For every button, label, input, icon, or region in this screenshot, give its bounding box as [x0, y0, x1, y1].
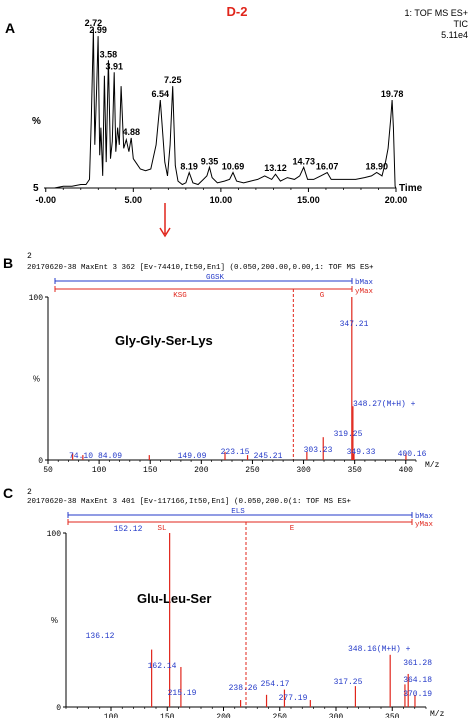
panel-a-title: D-2	[227, 4, 248, 19]
spectrum-peak-label: 215.19	[168, 689, 197, 698]
spectrum-peak-label: 74.10	[69, 452, 93, 461]
spectrum-peak-label: 347.21	[340, 320, 369, 329]
spectrum-peak-label: 277.19	[279, 694, 308, 703]
y-ion-mid-residue: E	[290, 525, 295, 533]
spectrum-peak-label: 400.16	[398, 450, 427, 459]
y-ion-max-label: yMax	[355, 288, 374, 296]
panel-b-annotation: Gly-Gly-Ser-Lys	[115, 333, 213, 348]
panel-a-letter: A	[5, 20, 15, 36]
y-tick-label: 100	[47, 530, 62, 539]
spectrum-peak-label: 348.27(M+H) +	[353, 400, 416, 409]
panel-a-peak-label: 14.73	[292, 156, 315, 166]
spectrum-peak-label: 370.19	[403, 690, 432, 699]
panel-a-peak-label: 3.91	[105, 61, 123, 71]
x-tick-label: 150	[143, 466, 158, 475]
y-ion-sequence: KSG	[173, 292, 187, 300]
panel-a-peak-label: 9.35	[201, 156, 219, 166]
y-tick-label: 100	[29, 294, 44, 303]
panel-a-peak-label: 16.07	[316, 161, 339, 171]
panel-c-header-line1: 2	[27, 488, 32, 497]
panel-a-peak-label: 8.19	[180, 161, 198, 171]
x-tick-label: 200	[194, 466, 209, 475]
x-tick-label: 250	[245, 466, 260, 475]
panel-a-x-tick-label: 5.00	[125, 195, 143, 205]
spectrum-peak-label: 254.17	[261, 680, 290, 689]
panel-a-peak-label: 19.78	[381, 89, 404, 99]
x-tick-label: 100	[92, 466, 107, 475]
x-tick-label: 350	[385, 713, 400, 718]
y-ion-sequence: SL	[157, 525, 167, 533]
spectrum-peak-label: 349.33	[347, 448, 376, 457]
spectrum-peak-label: 364.18	[403, 676, 432, 685]
panel-a-x-tick-label: 20.00	[385, 195, 408, 205]
spectrum-peak-label: 319.25	[334, 430, 363, 439]
b-ion-max-label: bMax	[355, 279, 374, 287]
spectrum-peak-label: 152.12	[114, 525, 143, 534]
x-tick-label: 200	[216, 713, 231, 718]
panel-b-letter: B	[3, 255, 13, 271]
y-ion-mid-residue: G	[320, 292, 325, 300]
b-ion-sequence: ELS	[231, 508, 245, 516]
y-tick-label: 0	[38, 457, 43, 466]
spectrum-peak-label: 348.16(M+H) +	[348, 645, 411, 654]
y-tick-label: 0	[56, 704, 61, 713]
spectrum-peak-label: 361.28	[403, 659, 432, 668]
spectrum-peak-label: 223.15	[221, 448, 250, 457]
panel-a-info-line1: 1: TOF MS ES+	[405, 8, 468, 18]
y-axis-label: %	[51, 616, 58, 625]
x-tick-label: 50	[43, 466, 53, 475]
panel-c-annotation: Glu-Leu-Ser	[137, 591, 211, 606]
x-tick-label: 350	[347, 466, 362, 475]
panel-a-x-label: Time	[399, 183, 423, 194]
b-ion-sequence: GGSK	[206, 274, 225, 282]
arrow-down-icon	[159, 203, 171, 238]
spectrum-peak-label: 149.09	[178, 452, 207, 461]
panel-a-peak-label: 13.12	[264, 163, 287, 173]
panel-a-peak-label: 2.99	[89, 25, 107, 35]
panel-b-x-label: M/z	[425, 461, 440, 470]
panel-a-peak-label: 3.58	[100, 49, 118, 59]
x-tick-label: 250	[273, 713, 288, 718]
panel-a-peak-label: 2.72	[85, 18, 103, 28]
x-tick-label: 400	[399, 466, 414, 475]
panel-a-x-tick-label: 10.00	[210, 195, 233, 205]
spectrum-peak-label: 303.23	[304, 446, 333, 455]
spectrum-peak-label: 317.25	[334, 678, 363, 687]
spectrum-peak-label: 238.26	[229, 684, 258, 693]
spectrum-peak-label: 136.12	[86, 632, 115, 641]
panel-a-tic-trace	[44, 29, 397, 189]
spectrum-peak-label: 162.14	[148, 662, 177, 671]
panel-a-y-label: %	[32, 116, 41, 127]
panel-a-x-tick-label: -0.00	[35, 195, 56, 205]
y-ion-max-label: yMax	[415, 521, 434, 529]
panel-b-header-line1: 2	[27, 252, 32, 261]
panel-c-header-line2: 20170620-38 MaxEnt 3 401 [Ev-117166,It50…	[27, 498, 352, 506]
panel-b-header-line2: 20170620-38 MaxEnt 3 362 [Ev-74410,It50,…	[27, 264, 374, 272]
y-axis-label: %	[33, 375, 40, 384]
panel-c-x-label: M/z	[430, 710, 445, 718]
panel-a-info-line2: TIC	[454, 19, 469, 29]
panel-a-x-tick-label: 15.00	[297, 195, 320, 205]
x-tick-label: 300	[296, 466, 311, 475]
x-tick-label: 150	[160, 713, 175, 718]
spectrum-peak-label: 245.21	[254, 452, 283, 461]
panel-a-peak-label: 6.54	[152, 89, 170, 99]
panel-a-peak-label: 4.88	[122, 127, 140, 137]
panel-a-info-line3: 5.11e4	[441, 30, 468, 40]
b-ion-max-label: bMax	[415, 513, 434, 521]
panel-c-letter: C	[3, 485, 13, 501]
spectrum-peak-label: 84.09	[98, 452, 122, 461]
panel-a-y-bottom: 5	[33, 183, 39, 194]
panel-a-peak-label: 10.69	[222, 161, 245, 171]
panel-a-peak-label: 7.25	[164, 75, 182, 85]
x-tick-label: 100	[104, 713, 119, 718]
x-tick-label: 300	[329, 713, 344, 718]
panel-a-peak-label: 18.90	[365, 161, 388, 171]
